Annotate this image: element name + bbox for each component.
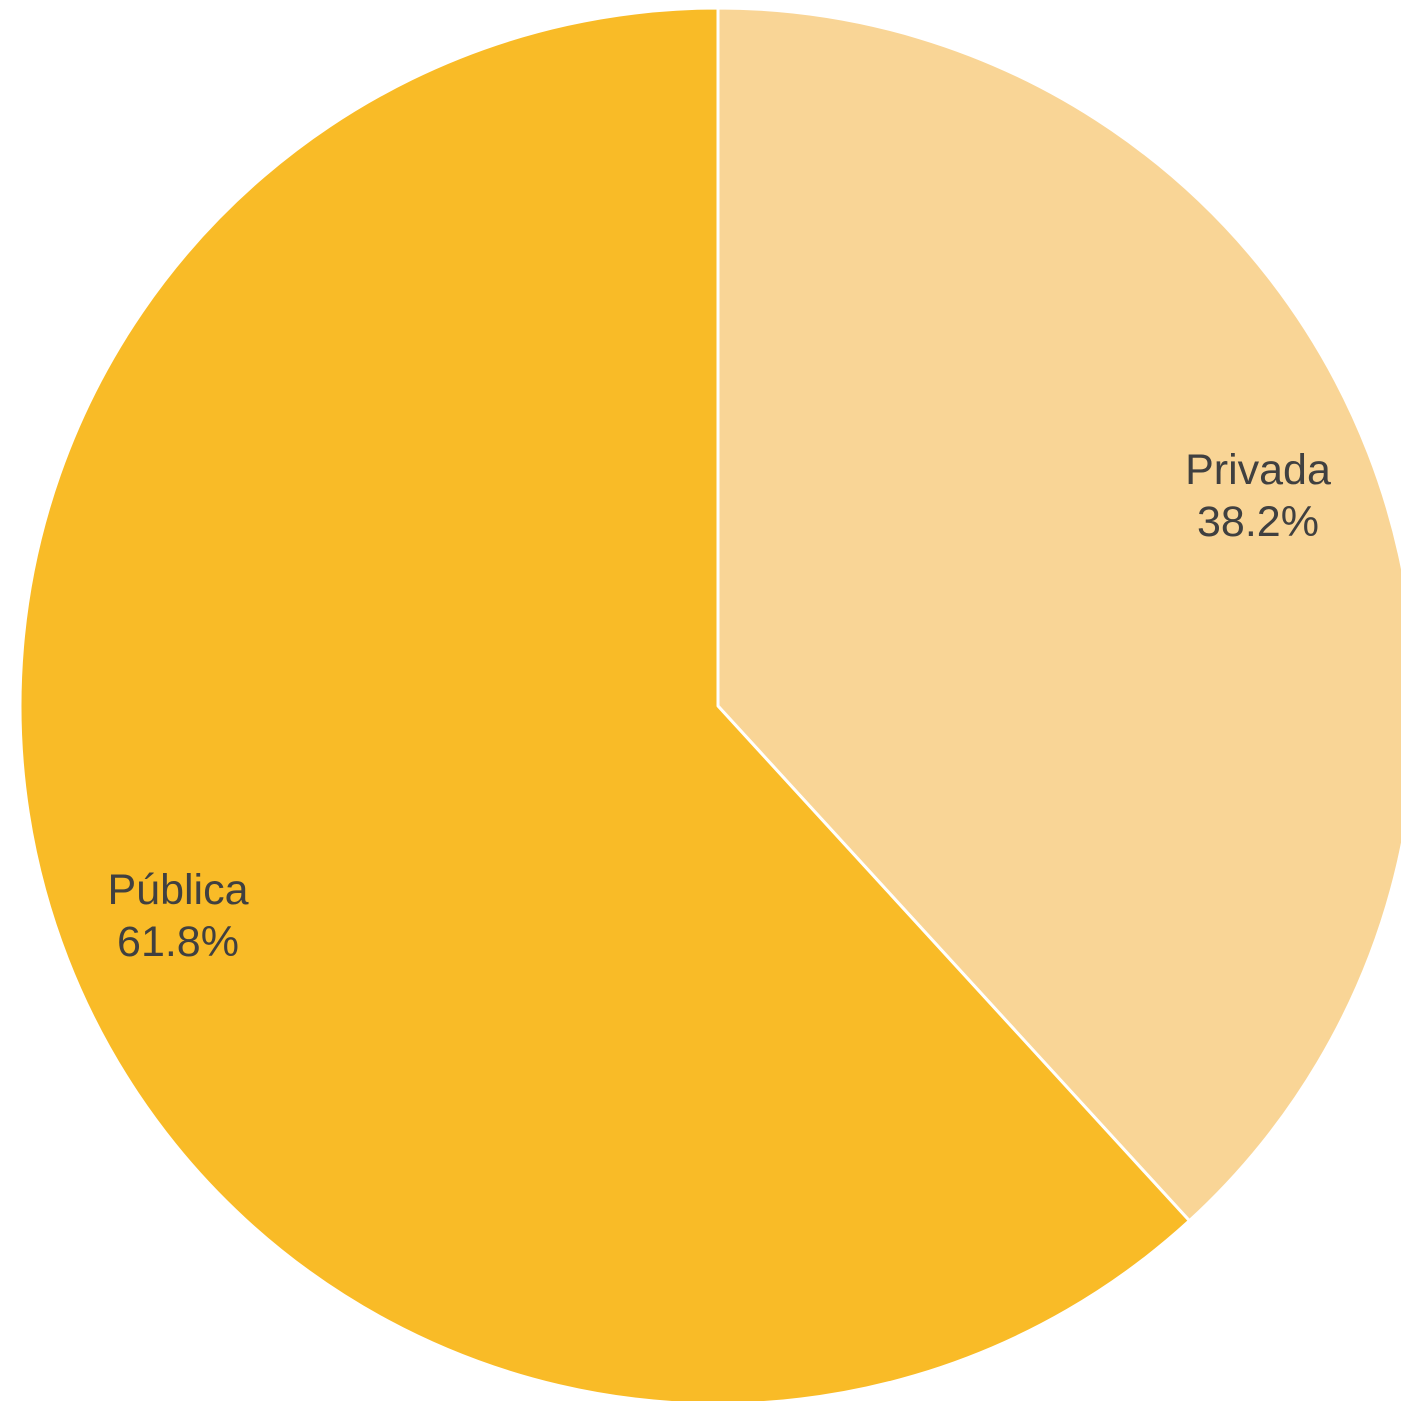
pie-slices [18,6,1401,1401]
slice-percent-label: 38.2% [1197,498,1319,546]
slice-label: Pública 61.8% [107,866,248,966]
slice-category-label: Pública [107,866,248,914]
pie-slice-publica [18,6,1191,1401]
slice-category-label: Privada [1185,446,1331,494]
pie-slice-privada [716,6,1401,1223]
slice-label: Privada 38.2% [1185,446,1331,546]
pie-labels: Privada 38.2% Pública 61.8% [107,446,1330,966]
slice-percent-label: 61.8% [117,918,239,966]
